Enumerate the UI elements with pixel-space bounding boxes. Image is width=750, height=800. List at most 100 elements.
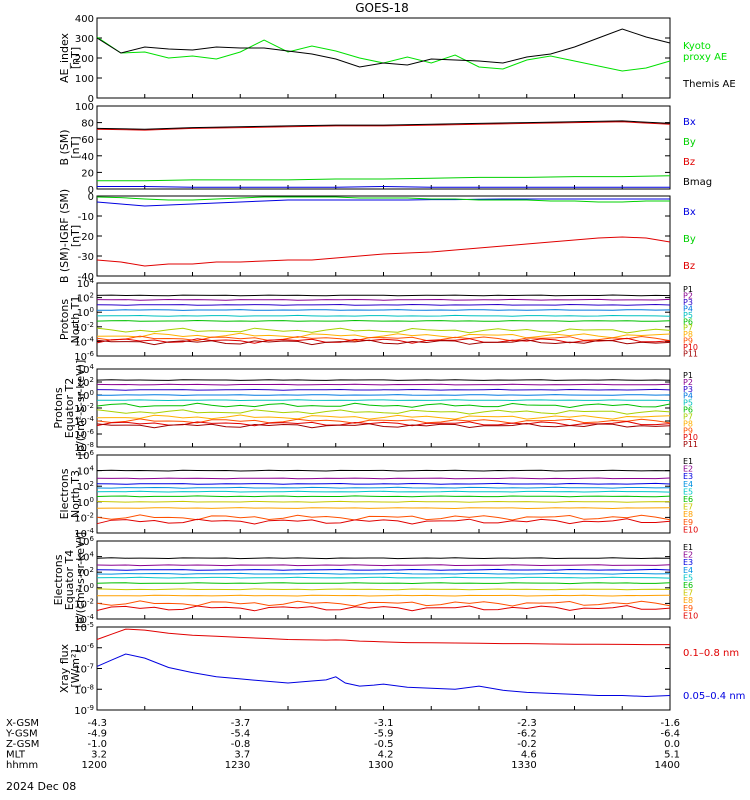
series-line-p2 — [96, 383, 671, 386]
y-tick-label: 10-2 — [74, 321, 94, 334]
legend-entry: Bx — [683, 207, 696, 218]
series-line-e9 — [96, 514, 671, 521]
xaxis-row-value: -6.4 — [660, 729, 680, 740]
series-line-p11 — [96, 339, 671, 346]
legend-entry: E4 — [683, 566, 693, 575]
y-tick-label: 40 — [81, 152, 94, 163]
legend-entry: P8 — [683, 330, 693, 339]
legend-entry: P11 — [683, 440, 698, 449]
y-axis-label: Xray flux[W/m²] — [58, 643, 82, 693]
y-tick-label: -30 — [78, 252, 94, 263]
y-tick-label: 10-8 — [74, 683, 94, 696]
y-tick-label: 10-6 — [74, 642, 94, 655]
plot-title: GOES-18 — [355, 1, 409, 15]
y-tick-label: 104 — [77, 551, 95, 564]
y-tick-label: 10-4 — [74, 527, 94, 540]
legend-entry: P9 — [683, 337, 693, 346]
series-line-e3 — [96, 568, 671, 571]
series-line-e5 — [96, 490, 671, 493]
xaxis-row-value: 4.6 — [521, 750, 537, 761]
xaxis-row-value: -0.2 — [517, 739, 537, 750]
legend-entry: P1 — [683, 371, 693, 380]
series-line-p5 — [96, 314, 671, 317]
xaxis-row-value: 1300 — [368, 760, 393, 771]
legend-entry: P3 — [683, 298, 693, 307]
y-axis-label: ElectronsEquator T4[e/(cm²-s-sr-keV)] — [52, 532, 87, 628]
legend-entry: E6 — [683, 581, 693, 590]
xaxis-row-value: -1.0 — [87, 739, 107, 750]
y-tick-label: 0 — [88, 185, 94, 196]
y-axis-label: AE_index[nT] — [58, 32, 82, 83]
series-line-e10 — [96, 605, 671, 612]
series-line-p7 — [96, 409, 671, 415]
legend-entry: P5 — [683, 311, 693, 320]
series-line-e10 — [96, 518, 671, 525]
xaxis-row-label: MLT — [6, 750, 26, 761]
xaxis-row-value: 4.2 — [378, 750, 394, 761]
legend-entry: P1 — [683, 285, 693, 294]
y-tick-label: 106 — [77, 449, 95, 462]
series-line-e5 — [96, 576, 671, 579]
y-axis-label: B (SM)[nT] — [58, 129, 82, 165]
series-line-bz — [96, 121, 671, 131]
series-line-0-1-0-8-nm — [96, 628, 670, 646]
series-line-bmag — [96, 120, 671, 130]
series-line-e8 — [97, 594, 671, 597]
xaxis-row-value: -2.3 — [517, 718, 537, 729]
legend-entry: P7 — [683, 324, 693, 333]
y-tick-label: 100 — [77, 306, 94, 319]
legend-entry: E7 — [683, 503, 693, 512]
panel-8: 10-5 10-6 10-7 10-8 10-9 Xray flux[W/m²] 0.1–0… — [58, 621, 745, 717]
y-tick-label: 100 — [77, 496, 94, 509]
series-line-bx — [96, 198, 670, 207]
series-line-e4 — [96, 572, 671, 575]
legend-entry: Bx — [683, 117, 696, 128]
series-line-p10 — [96, 420, 671, 427]
series-line-p11 — [96, 422, 671, 429]
legend-entry: P6 — [683, 317, 693, 326]
legend-entry: 0.1–0.8 nm — [683, 648, 739, 659]
y-tick-label: 10-2 — [74, 511, 94, 524]
legend-entry: E8 — [683, 510, 693, 519]
legend-entry: P8 — [683, 419, 693, 428]
series-line-p1 — [96, 379, 671, 381]
legend-entry: E8 — [683, 596, 693, 605]
y-tick-label: 20 — [81, 168, 94, 179]
legend-entry: P4 — [683, 304, 693, 313]
series-line-e4 — [96, 486, 671, 489]
series-line-e2 — [96, 564, 671, 567]
xaxis-row-value: 1200 — [82, 760, 107, 771]
series-line-e9 — [96, 600, 671, 607]
legend-entry: E10 — [683, 611, 698, 620]
y-tick-label: -20 — [78, 232, 94, 243]
y-tick-label: 100 — [75, 74, 94, 85]
series-line-p3 — [96, 303, 671, 306]
series-line-bx — [97, 185, 670, 188]
legend-entry: P7 — [683, 412, 693, 421]
y-tick-label: 102 — [77, 566, 94, 579]
legend-entry: E6 — [683, 495, 693, 504]
y-tick-label: 200 — [75, 54, 94, 65]
y-tick-label: -10 — [78, 212, 94, 223]
panel-frame — [96, 626, 671, 711]
xaxis-row-value: -5.4 — [231, 729, 251, 740]
legend-entry: P4 — [683, 392, 693, 401]
series-line-e7 — [96, 500, 671, 503]
legend-entry: P2 — [683, 291, 693, 300]
xaxis-row-label: X-GSM — [6, 718, 39, 729]
panel-frame — [96, 540, 671, 620]
legend-entry: P6 — [683, 406, 693, 415]
legend-entry: 0.05–0.4 nm — [683, 691, 745, 702]
y-tick-label: 104 — [77, 363, 95, 376]
y-tick-label: 10-6 — [74, 428, 94, 441]
y-tick-label: 0 — [88, 94, 94, 105]
series-line-bz — [96, 236, 671, 267]
y-tick-label: 0 — [88, 192, 94, 203]
legend-entry: E10 — [683, 525, 698, 534]
y-tick-label: 400 — [75, 14, 94, 25]
y-tick-label: 10-6 — [74, 350, 94, 363]
legend-entry: E7 — [683, 589, 693, 598]
